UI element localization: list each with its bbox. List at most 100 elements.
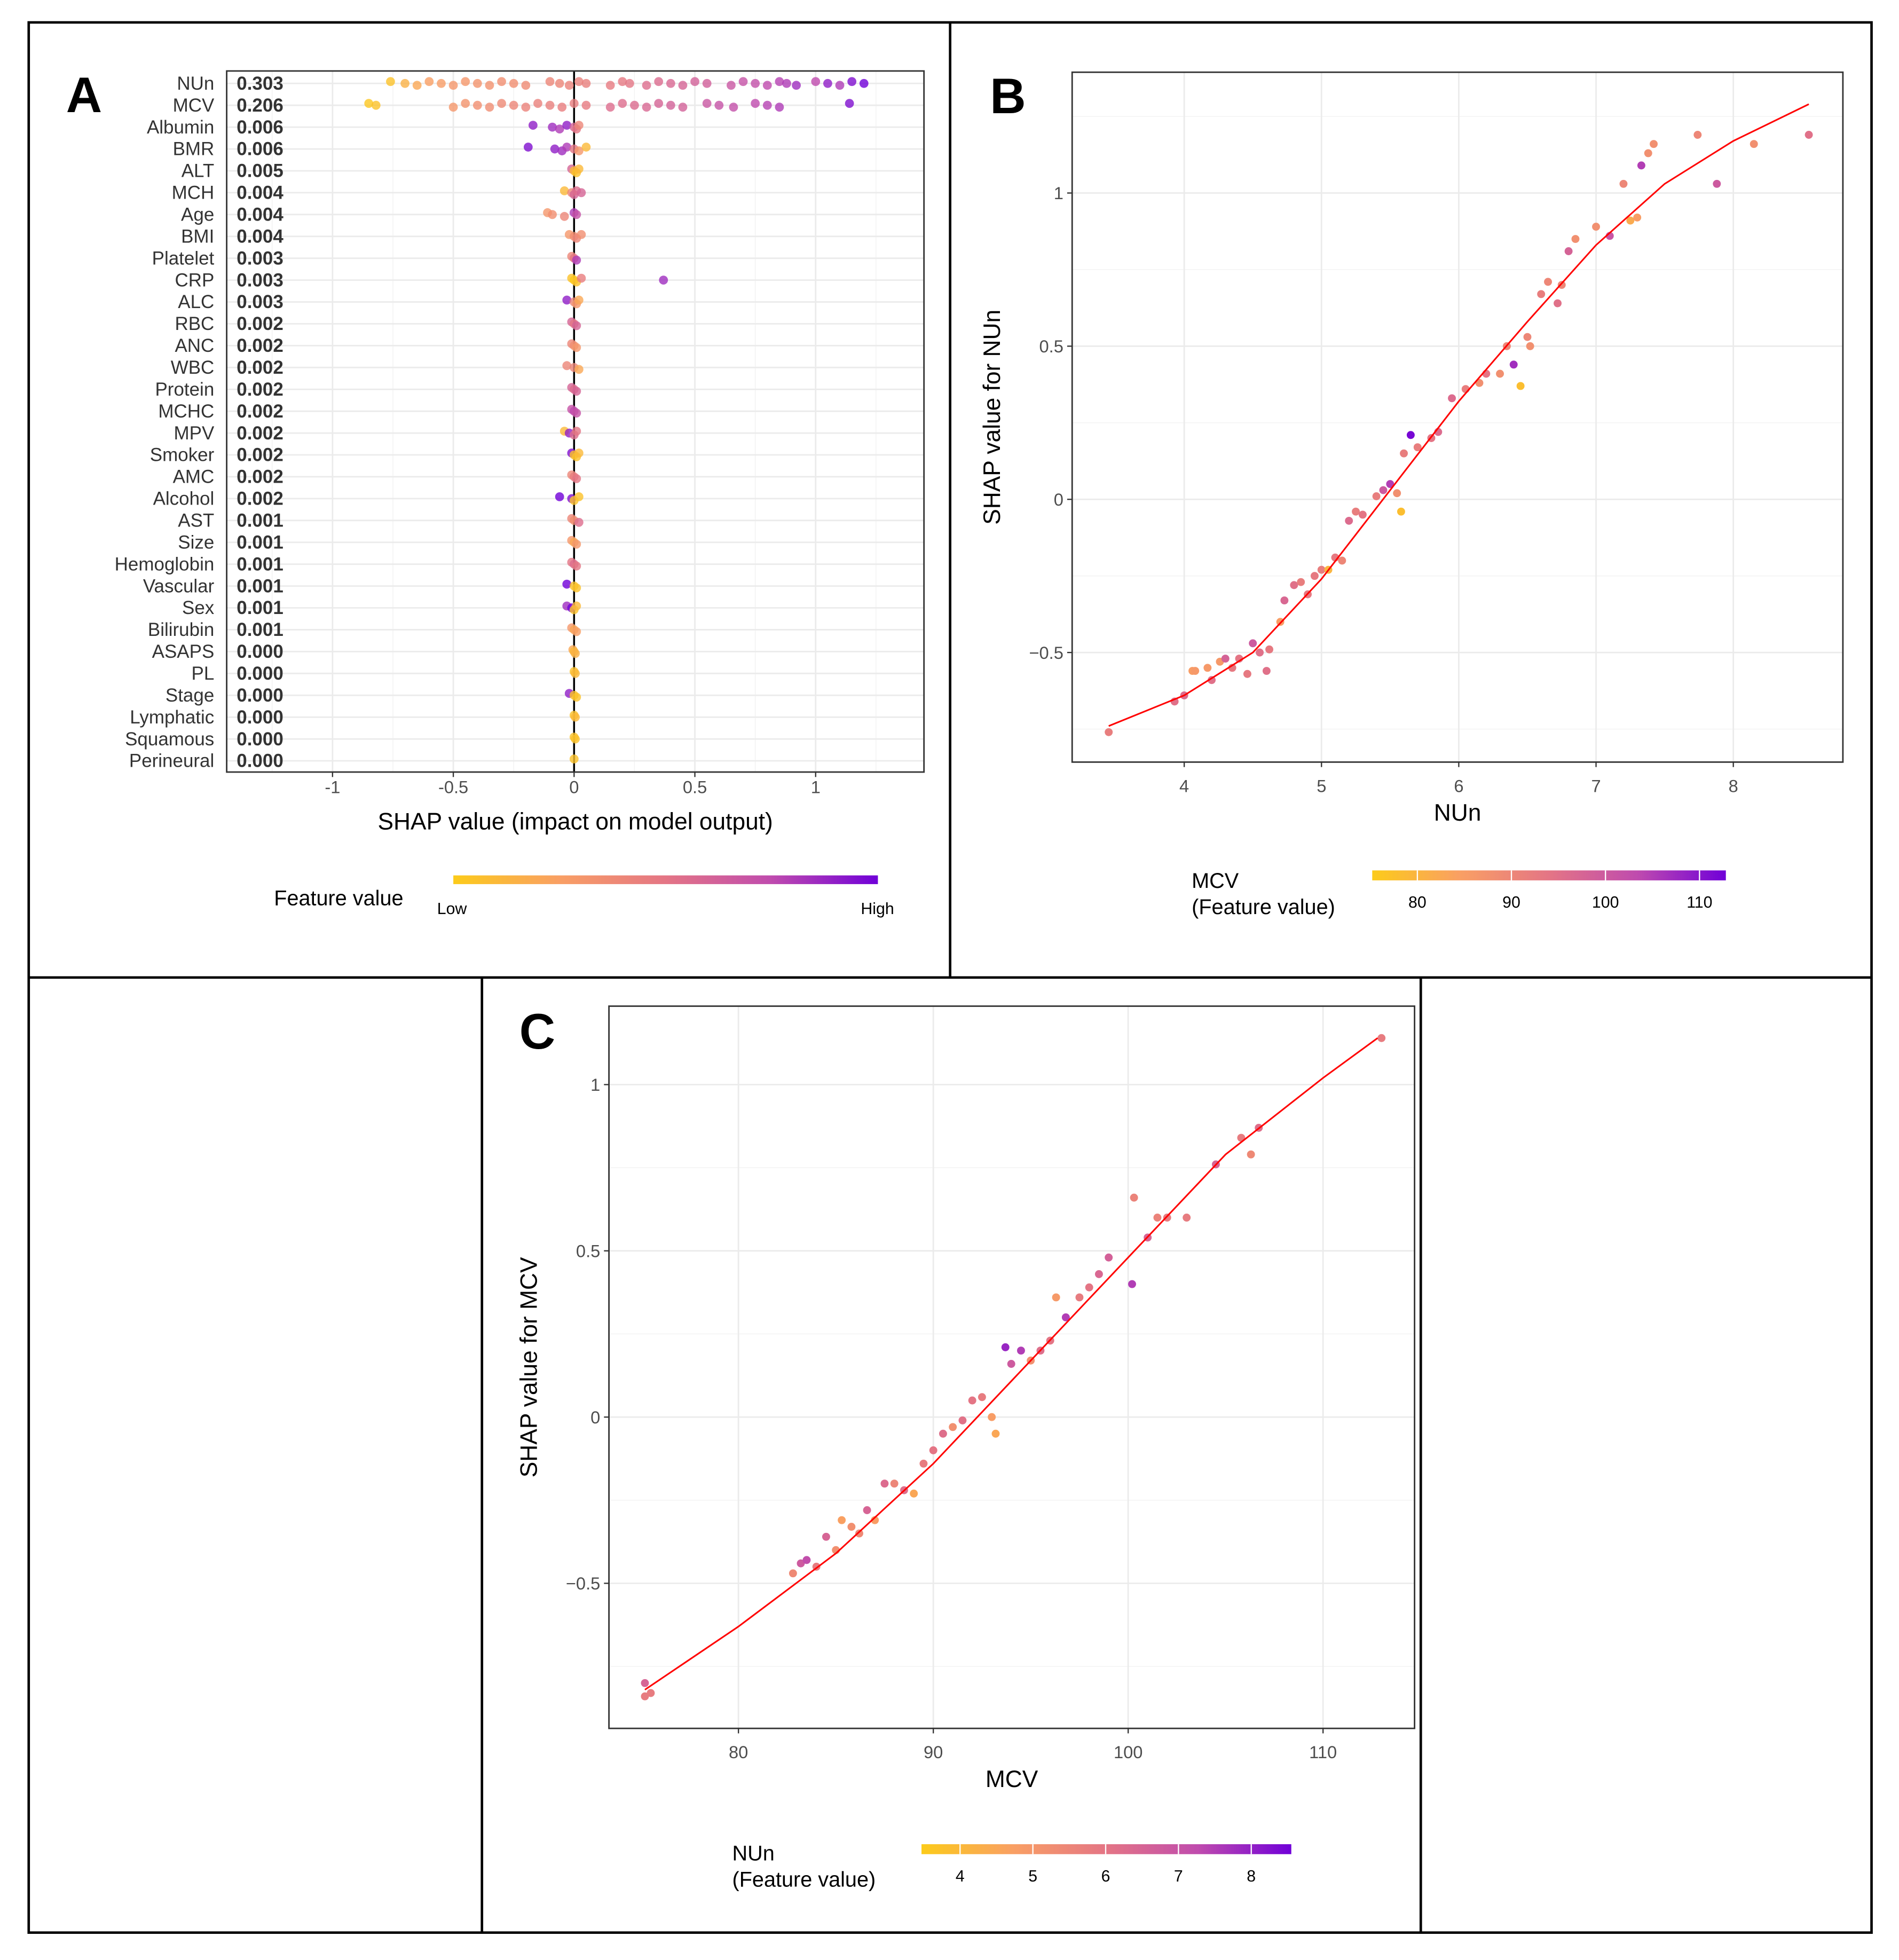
- beeswarm-point: [666, 78, 675, 88]
- legend-tick-label: 6: [1101, 1868, 1110, 1885]
- scatter-point: [968, 1396, 976, 1405]
- legend-colorbar: [1372, 870, 1726, 880]
- feature-label: Squamous: [125, 729, 214, 750]
- scatter-point: [890, 1479, 899, 1488]
- scatter-point: [1105, 1253, 1113, 1262]
- y-tick-label: 0.5: [1039, 336, 1063, 356]
- scatter-point: [1400, 449, 1408, 458]
- scatter-point: [838, 1516, 846, 1524]
- beeswarm-point: [569, 99, 579, 108]
- legend-tick-label: 5: [1028, 1868, 1037, 1885]
- beeswarm-point: [555, 124, 564, 134]
- beeswarm-point: [666, 100, 675, 110]
- beeswarm-point: [714, 100, 724, 110]
- feature-label: ANC: [175, 335, 214, 356]
- x-tick-label: 100: [1114, 1742, 1142, 1762]
- scatter-point: [958, 1416, 967, 1424]
- panel-label-c: C: [519, 1004, 555, 1059]
- scatter-point: [929, 1446, 937, 1454]
- beeswarm-point: [448, 81, 458, 90]
- legend-tick-label: 100: [1592, 894, 1619, 911]
- scatter-point: [1183, 1214, 1191, 1222]
- panel-c-dependence-plot: 80 90 100 110 −0.5 0 0.5 1 MCV SHAP value for MCV…: [516, 1005, 1416, 1891]
- legend-title: MCV: [1192, 869, 1239, 893]
- scatter-point: [1163, 1214, 1171, 1222]
- feature-importance: 0.001: [237, 554, 283, 574]
- feature-label: Alcohol: [153, 489, 215, 509]
- feature-label: BMI: [181, 226, 214, 247]
- beeswarm-point: [702, 78, 712, 88]
- beeswarm-point: [811, 77, 821, 86]
- beeswarm-point: [386, 77, 395, 86]
- scatter-point: [1153, 1214, 1162, 1222]
- feature-importance: 0.002: [237, 445, 283, 466]
- feature-label: Hemoglobin: [115, 554, 215, 574]
- x-tick-label: 1: [811, 777, 821, 797]
- scatter-point: [1637, 161, 1645, 170]
- feature-importance: 0.003: [237, 248, 283, 269]
- feature-importance: 0.006: [237, 139, 283, 160]
- beeswarm-point: [572, 255, 581, 265]
- beeswarm-point: [835, 81, 845, 90]
- feature-importance: 0.303: [237, 73, 283, 94]
- scatter-point: [797, 1559, 805, 1568]
- scatter-point: [1075, 1293, 1084, 1302]
- feature-label: ALC: [178, 292, 214, 312]
- scatter-point: [1249, 639, 1257, 648]
- beeswarm-point: [581, 100, 591, 110]
- beeswarm-point: [572, 408, 581, 418]
- feature-importance: 0.001: [237, 576, 283, 596]
- x-tick-label: 5: [1317, 776, 1326, 796]
- scatter-point: [855, 1529, 863, 1538]
- legend-title: NUn: [732, 1841, 775, 1865]
- feature-importance: 0.000: [237, 707, 283, 728]
- feature-importance: 0.003: [237, 270, 283, 290]
- scatter-point: [1379, 486, 1388, 494]
- scatter-point: [1526, 342, 1534, 350]
- beeswarm-point: [485, 81, 494, 90]
- scatter-point: [1644, 149, 1652, 158]
- beeswarm-point: [529, 121, 538, 130]
- feature-label: Lymphatic: [130, 707, 214, 728]
- beeswarm-point: [727, 81, 736, 90]
- beeswarm-point: [550, 144, 560, 154]
- beeswarm-point: [509, 100, 518, 110]
- y-tick-label: 0: [1054, 490, 1063, 509]
- beeswarm-point: [690, 77, 699, 86]
- x-tick-label: -1: [325, 777, 340, 797]
- scatter-point: [847, 1523, 856, 1531]
- beeswarm-point: [659, 275, 668, 285]
- beeswarm-point: [572, 601, 581, 611]
- beeswarm-point: [560, 211, 569, 221]
- beeswarm-point: [642, 81, 651, 90]
- beeswarm-point: [577, 230, 586, 239]
- beeswarm-point: [654, 77, 664, 86]
- x-tick-label: 8: [1729, 776, 1738, 796]
- legend-tick-label: 90: [1502, 894, 1520, 911]
- beeswarm-point: [762, 100, 772, 110]
- beeswarm-point: [572, 561, 581, 571]
- x-tick-label: 90: [924, 1742, 943, 1762]
- x-tick-label: -0.5: [438, 777, 468, 797]
- beeswarm-point: [678, 103, 688, 112]
- scatter-point: [1017, 1347, 1025, 1355]
- legend-tick-label: 80: [1408, 894, 1427, 911]
- scatter-point: [1633, 213, 1642, 222]
- beeswarm-point: [497, 77, 506, 86]
- beeswarm-point: [371, 100, 381, 110]
- scatter-point: [1128, 1280, 1136, 1288]
- feature-importance: 0.000: [237, 751, 283, 772]
- scatter-point: [1386, 480, 1394, 489]
- beeswarm-point: [485, 103, 494, 112]
- scatter-point: [1265, 645, 1274, 654]
- feature-importance: 0.002: [237, 357, 283, 378]
- feature-importance: 0.004: [237, 183, 283, 203]
- beeswarm-point: [424, 77, 434, 86]
- beeswarm-point: [572, 692, 581, 702]
- scatter-point: [1650, 140, 1658, 148]
- feature-label: Protein: [155, 379, 214, 400]
- feature-label: WBC: [171, 357, 215, 378]
- beeswarm-point: [472, 100, 482, 110]
- beeswarm-point: [562, 361, 572, 371]
